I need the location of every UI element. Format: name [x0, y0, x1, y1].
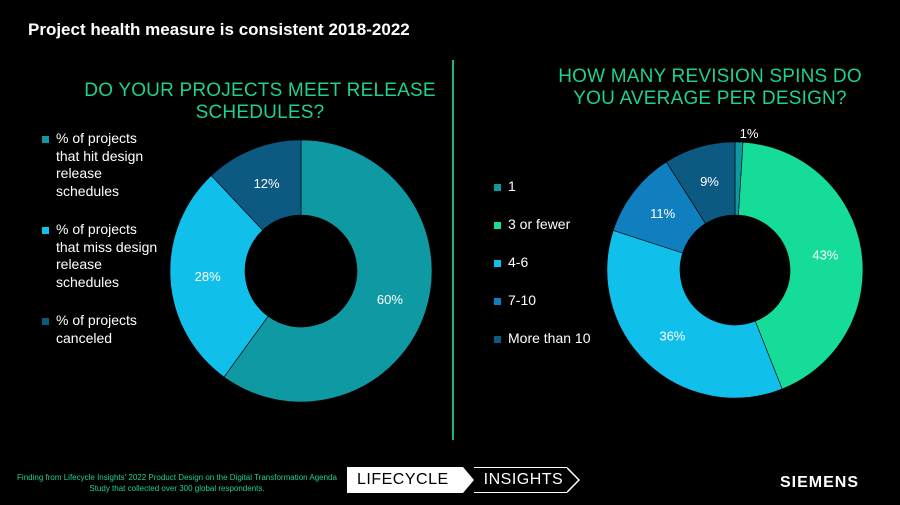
- data-label: 1%: [740, 126, 759, 141]
- legend-label: % of projects that hit design release sc…: [56, 130, 144, 199]
- legend-label: 3 or fewer: [508, 216, 571, 232]
- donut-slice: [606, 230, 783, 399]
- legend-swatch: [42, 227, 49, 234]
- legend-swatch: [42, 136, 49, 143]
- logo-arrow-icon: [462, 467, 474, 493]
- logo-part-insights: INSIGHTS: [473, 467, 568, 493]
- legend-label: % of projects canceled: [56, 312, 137, 346]
- divider: [452, 60, 454, 440]
- legend-label: 4-6: [508, 254, 529, 270]
- donut-chart-release-schedules: 60% 28% 12%: [169, 139, 433, 403]
- legend-item: More than 10: [494, 330, 624, 347]
- legend-item: 1: [494, 178, 624, 195]
- legend-revision-spins: 1 3 or fewer 4-6 7-10 More than 10: [494, 178, 624, 368]
- legend-item: 7-10: [494, 292, 624, 309]
- lifecycle-insights-logo: LIFECYCLE INSIGHTS: [347, 467, 581, 493]
- legend-swatch: [494, 336, 501, 343]
- legend-item: % of projects canceled: [42, 312, 162, 347]
- legend-release-schedules: % of projects that hit design release sc…: [42, 130, 162, 368]
- data-label: 12%: [254, 176, 280, 191]
- donut-slice: [738, 141, 864, 390]
- siemens-logo: SIEMENS: [780, 474, 860, 491]
- chart-title-release-schedules: DO YOUR PROJECTS MEET RELEASE SCHEDULES?: [84, 80, 436, 123]
- legend-swatch: [42, 318, 49, 325]
- legend-swatch: [494, 222, 501, 229]
- legend-label: 7-10: [508, 292, 537, 308]
- donut-slice: [210, 139, 302, 231]
- chart-title-revision-spins: HOW MANY REVISION SPINS DO YOU AVERAGE P…: [558, 66, 862, 109]
- logo-part-lifecycle: LIFECYCLE: [347, 467, 463, 493]
- legend-label: More than 10: [508, 330, 591, 346]
- legend-swatch: [494, 298, 501, 305]
- legend-swatch: [494, 184, 501, 191]
- footnote: Finding from Lifecycle Insights' 2022 Pr…: [17, 473, 337, 493]
- donut-slice: [169, 175, 269, 378]
- legend-label: % of projects that miss design release s…: [56, 221, 158, 290]
- logo-arrow-outline-icon: [567, 467, 581, 493]
- legend-item: % of projects that hit design release sc…: [42, 130, 162, 200]
- data-label: 43%: [812, 248, 838, 263]
- donut-slice: [223, 139, 433, 403]
- data-label: 28%: [195, 269, 221, 284]
- legend-item: % of projects that miss design release s…: [42, 221, 162, 291]
- page-title: Project health measure is consistent 201…: [28, 20, 410, 39]
- data-label: 60%: [377, 292, 403, 307]
- legend-item: 4-6: [494, 254, 624, 271]
- data-label: 36%: [659, 329, 685, 344]
- donut-slice: [666, 141, 736, 224]
- donut-chart-revision-spins: 1% 43% 36% 11% 9%: [606, 126, 864, 399]
- legend-label: 1: [508, 178, 516, 194]
- legend-item: 3 or fewer: [494, 216, 624, 233]
- data-label: 9%: [700, 174, 719, 189]
- legend-swatch: [494, 260, 501, 267]
- data-label: 11%: [650, 206, 675, 221]
